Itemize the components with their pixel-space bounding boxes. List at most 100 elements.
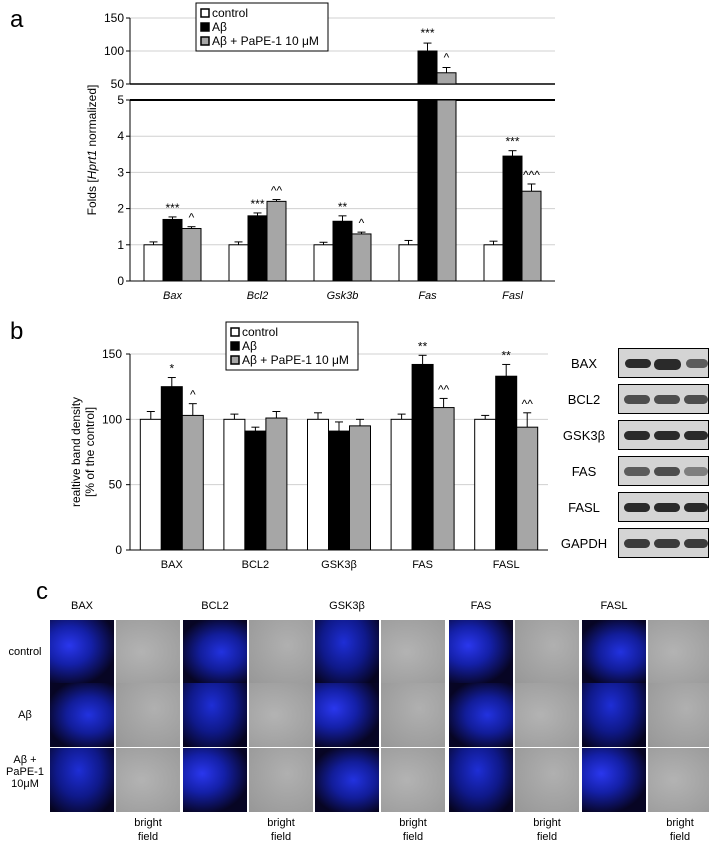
chart-a-ytick-label: 100: [104, 44, 124, 58]
chart-b-bar: [328, 430, 350, 551]
blot-band: [654, 395, 680, 404]
blot-label: BCL2: [567, 392, 601, 407]
fluorescence-image: [50, 620, 114, 684]
chart-a-bar: [351, 233, 372, 282]
chart-a-xtick-label: Fasl: [502, 290, 523, 302]
blot-band: [654, 359, 681, 370]
chart-a-bar: [521, 190, 542, 282]
blot-strip: [618, 528, 709, 558]
chart-a-bar: [181, 228, 202, 282]
chart-b-significance: ^: [190, 388, 196, 402]
blot-label: FAS: [571, 464, 597, 479]
bright-field-image: [515, 683, 579, 747]
chart-a-bar: [398, 244, 419, 282]
fluorescence-image: [449, 620, 513, 684]
chart-b-significance: ^^: [522, 397, 534, 411]
bright-field-image: [515, 748, 579, 812]
blot-band: [684, 395, 708, 404]
blot-band: [686, 359, 708, 368]
chart-a-bar: [228, 244, 249, 282]
bright-field-image: [515, 620, 579, 684]
chart-a-legend-label: control: [212, 6, 248, 20]
chart-b-ytick-label: 0: [115, 543, 122, 557]
chart-a-bar: [162, 218, 183, 282]
chart-a-ylabel: Folds [Hprt1 normalized]: [85, 85, 99, 216]
chart-a-ytick-label: 4: [117, 129, 124, 143]
blot-band: [654, 467, 680, 476]
bright-field-image: [648, 620, 709, 684]
bright-field-image: [249, 620, 313, 684]
bright-field-image: [381, 748, 445, 812]
fluorescence-image: [582, 748, 646, 812]
bright-field-image: [116, 683, 180, 747]
chart-b-bar: [390, 418, 413, 551]
chart-a-significance: ^: [444, 51, 450, 65]
chart-a-legend-swatch: [200, 22, 210, 32]
imaging-column-header: FAS: [470, 600, 492, 612]
bright-field-label: bright field: [267, 817, 295, 843]
chart-a-legend-swatch: [200, 36, 210, 46]
bright-field-image: [381, 620, 445, 684]
chart-a-legend-label: Aβ: [212, 20, 227, 34]
chart-b-bar: [265, 417, 288, 551]
blot-strip: [618, 420, 709, 450]
chart-a-bar: [502, 155, 523, 282]
bright-field-image: [648, 683, 709, 747]
chart-a-legend-box: [195, 2, 329, 52]
fluorescence-image: [183, 748, 247, 812]
blot-band: [624, 431, 650, 440]
chart-b-band-density: 0 50 100 150 realtive band density [% of the …: [69, 321, 548, 571]
chart-b-bar: [411, 363, 434, 551]
blot-band: [654, 503, 680, 512]
chart-a-significance: **: [338, 200, 348, 214]
chart-b-ylabel: [% of the control]: [83, 407, 97, 497]
chart-a-bar: [417, 99, 438, 282]
bright-field-label: bright field: [134, 817, 162, 843]
bright-field-label: bright field: [399, 817, 427, 843]
chart-a-bar: [483, 244, 504, 282]
chart-a-xtick-label: Gsk3b: [327, 290, 359, 302]
chart-a-bar: [417, 50, 438, 85]
blot-band: [654, 539, 680, 548]
chart-b-ytick-label: 150: [102, 347, 122, 361]
chart-a-bar: [332, 220, 353, 282]
chart-b-legend-swatch: [230, 327, 240, 337]
chart-b-xtick-label: BAX: [161, 559, 184, 571]
chart-b-bar: [495, 375, 518, 551]
chart-a-significance: ^: [189, 211, 195, 225]
bright-field-image: [116, 620, 180, 684]
fluorescence-image: [50, 748, 114, 812]
imaging-row-header: Aβ: [18, 709, 32, 721]
fluorescence-image: [183, 620, 247, 684]
chart-b-bar: [181, 414, 204, 551]
chart-a-bar: [436, 99, 457, 282]
bright-field-image: [648, 748, 709, 812]
imaging-row-header: Aβ + PaPE-1 10μM: [6, 754, 44, 790]
fluorescence-image: [449, 748, 513, 812]
chart-b-significance: ^^: [438, 382, 450, 396]
fluorescence-image: [315, 748, 379, 812]
bright-field-image: [116, 748, 180, 812]
chart-b-legend-label: Aβ: [242, 339, 257, 353]
bright-field-image: [249, 748, 313, 812]
chart-b-legend-box: [225, 321, 359, 371]
blot-strip: [618, 456, 709, 486]
chart-a-bar: [436, 72, 457, 85]
blot-label: BAX: [570, 356, 597, 371]
chart-a-legend-swatch: [200, 8, 210, 18]
imaging-row-header: control: [8, 646, 42, 658]
blot-band: [684, 431, 708, 440]
chart-a-ytick-label: 1: [117, 238, 124, 252]
chart-b-bar: [307, 418, 329, 551]
chart-b-legend-swatch: [230, 341, 240, 351]
bright-field-label: bright field: [666, 817, 694, 843]
fluorescence-image: [582, 683, 646, 747]
chart-b-significance: *: [169, 362, 174, 376]
chart-b-ytick-label: 50: [109, 478, 123, 492]
chart-a-ytick-label: 5: [117, 93, 124, 107]
chart-b-xtick-label: GSK3β: [321, 559, 357, 571]
chart-b-significance: **: [502, 348, 512, 362]
chart-b-ylabel: realtive band density: [69, 397, 83, 507]
blot-label: GSK3β: [562, 428, 606, 443]
